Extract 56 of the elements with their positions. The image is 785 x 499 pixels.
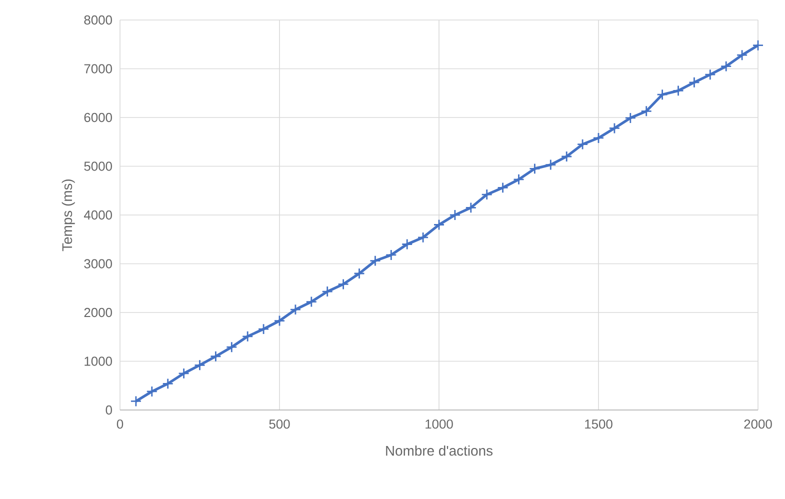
point: [210, 350, 222, 362]
point: [417, 232, 429, 244]
point: [401, 238, 413, 250]
y-tick-label: 4000: [84, 210, 112, 220]
point: [752, 40, 764, 52]
point: [449, 209, 461, 221]
point: [338, 278, 349, 290]
point: [497, 182, 508, 194]
y-tick-label: 8000: [84, 15, 112, 25]
point: [736, 49, 748, 61]
point: [513, 174, 524, 186]
point: [592, 132, 604, 144]
x-tick-label: 1000: [426, 419, 453, 429]
x-tick-label: 2000: [744, 419, 772, 429]
y-tick-label: 0: [106, 405, 112, 415]
point: [640, 105, 652, 117]
point: [242, 330, 254, 342]
point: [194, 359, 206, 371]
y-tick-label: 6000: [84, 112, 112, 122]
point: [704, 68, 716, 80]
point: [529, 163, 540, 174]
point: [481, 188, 493, 200]
point: [258, 323, 270, 335]
point: [226, 341, 238, 353]
y-axis-title: Temps (ms): [62, 179, 75, 252]
y-tick-label: 2000: [84, 308, 112, 318]
point: [656, 88, 668, 100]
point: [672, 85, 684, 96]
point: [624, 112, 636, 124]
point: [354, 268, 365, 280]
point: [720, 60, 732, 72]
point: [290, 304, 302, 316]
point: [130, 396, 142, 407]
point: [433, 219, 445, 230]
point: [322, 286, 334, 298]
point: [162, 378, 174, 390]
point: [544, 159, 556, 170]
y-tick-label: 1000: [84, 356, 112, 366]
point: [560, 150, 572, 162]
point: [465, 202, 477, 214]
x-tick-label: 1500: [585, 419, 612, 429]
point: [146, 386, 158, 398]
point: [688, 76, 700, 88]
point: [178, 368, 190, 380]
x-tick-label: 500: [269, 419, 290, 429]
x-tick-label: 0: [116, 419, 124, 429]
y-tick-label: 5000: [84, 162, 112, 171]
y-tick-label: 3000: [84, 259, 112, 268]
point: [608, 122, 620, 134]
point: [576, 138, 588, 150]
point: [385, 249, 397, 261]
x-axis-title: Nombre d'actions: [386, 445, 493, 456]
point: [306, 296, 318, 308]
point: [370, 255, 381, 267]
point: [274, 315, 286, 326]
y-tick-label: 7000: [84, 64, 112, 74]
